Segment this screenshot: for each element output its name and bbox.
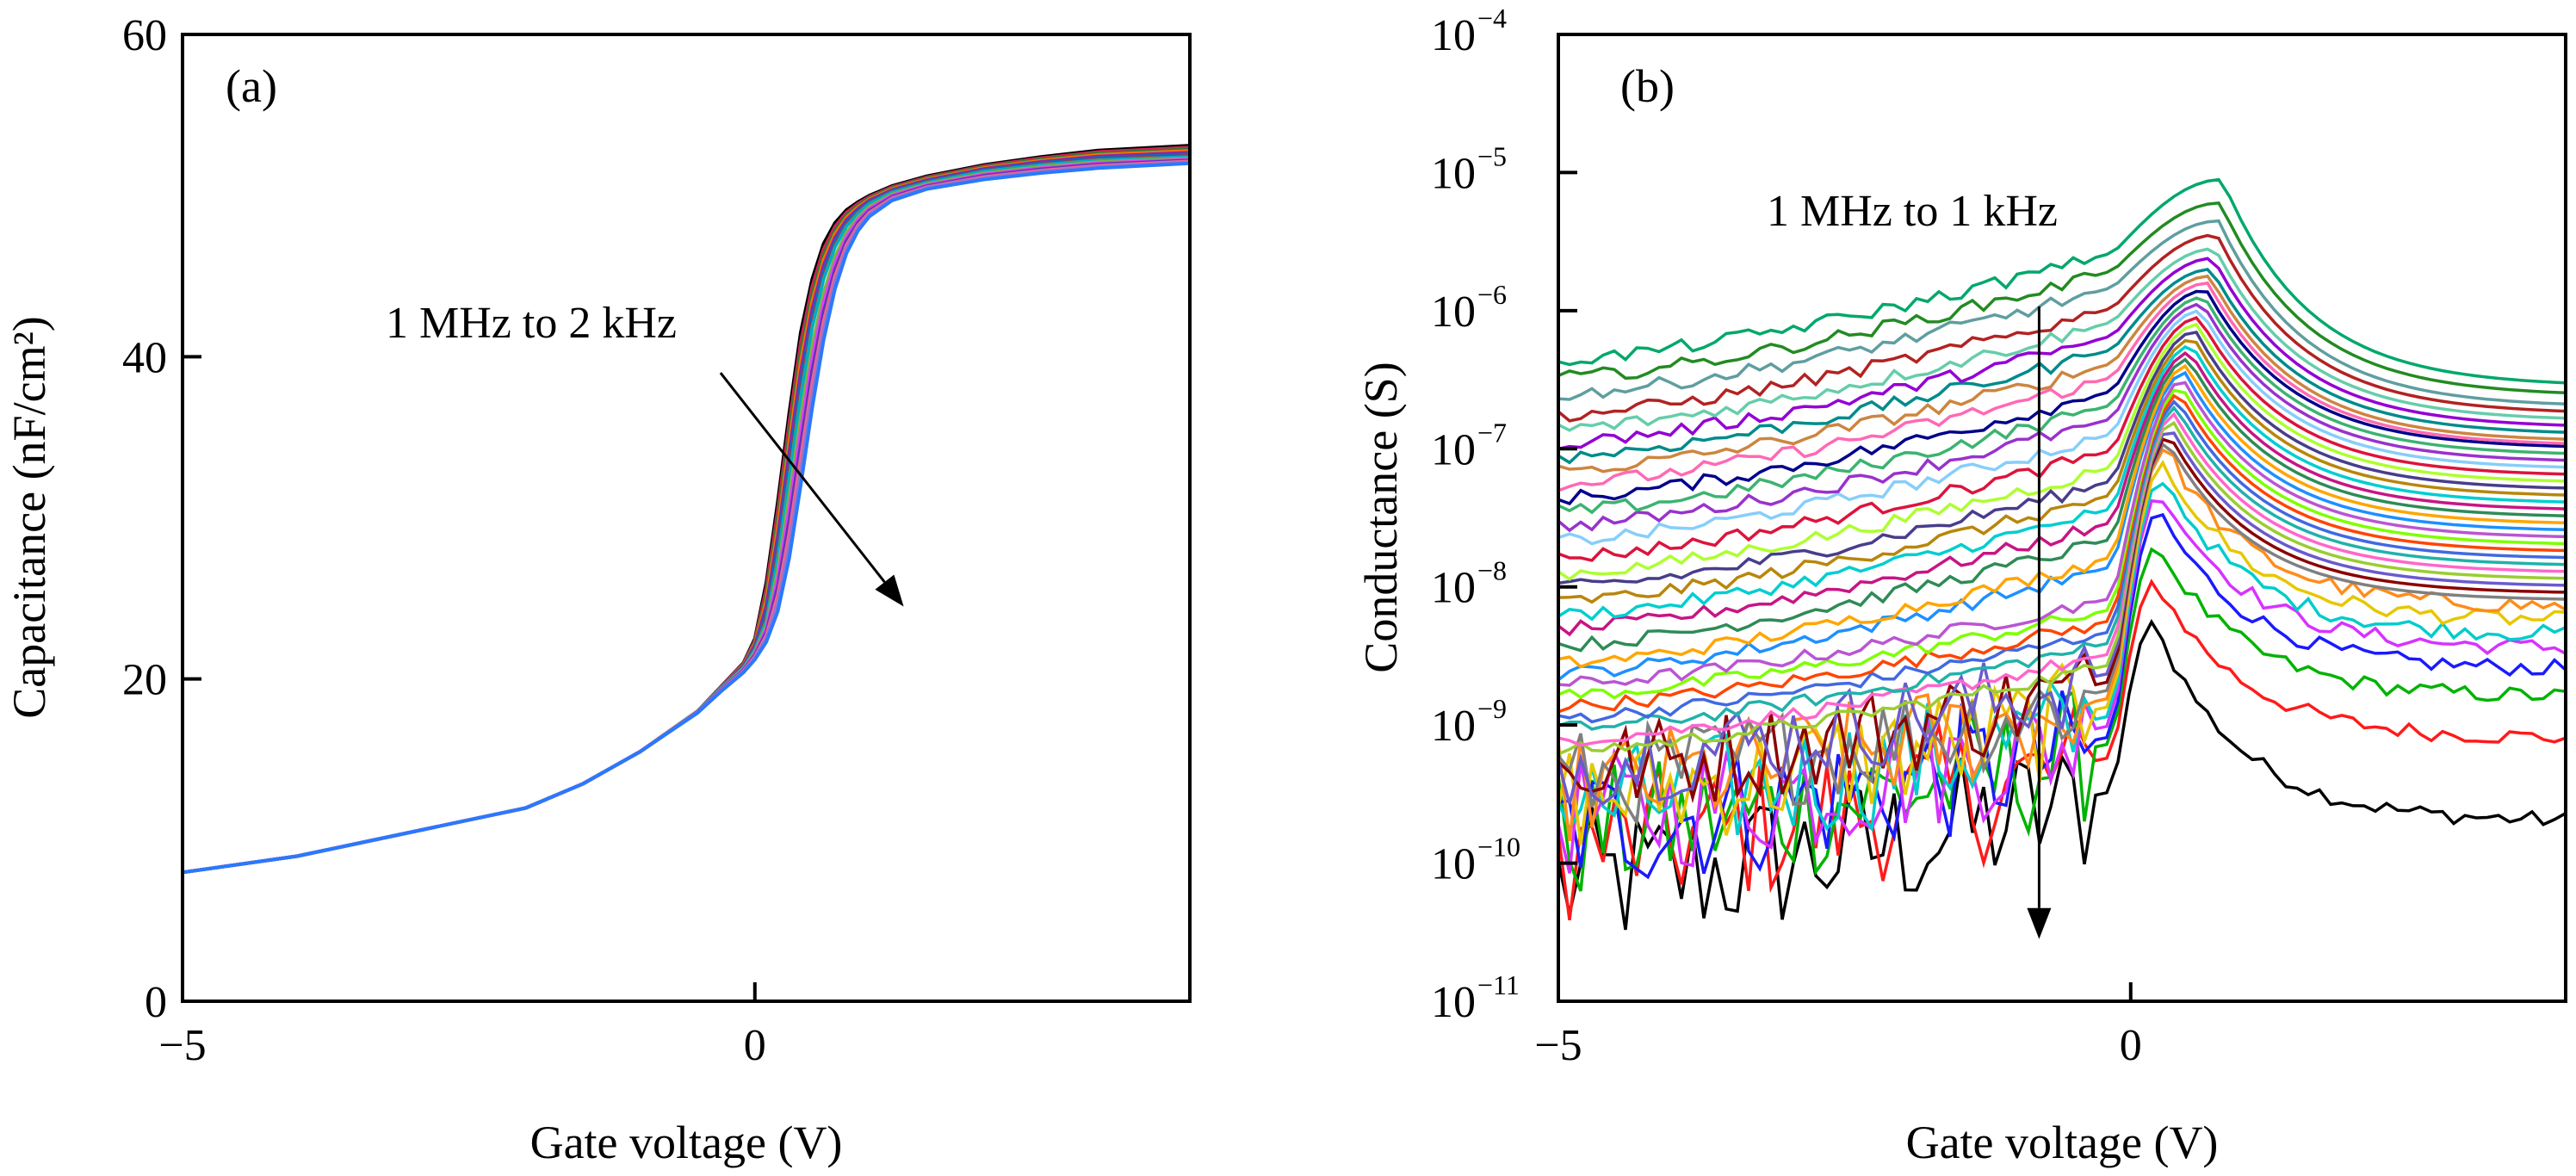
- panel-a-series-line: [182, 158, 1191, 875]
- panel-b-series-line: [1557, 302, 2567, 533]
- panel-b-series-line: [1557, 437, 2567, 804]
- panel-a-annotation-arrow: [719, 372, 886, 584]
- panel-b-series-line: [1557, 420, 2567, 756]
- panel-a-series-line: [182, 161, 1191, 875]
- panel-b-series-line: [1557, 281, 2567, 492]
- panel-a-series: [182, 144, 1191, 875]
- panel-b-series-line: [1557, 233, 2567, 423]
- panel-a-frame: [181, 33, 1192, 1003]
- panel-b-series-line: [1557, 289, 2567, 506]
- panel-a-y-tick-label: 0: [145, 978, 167, 1027]
- panel-b-x-axis-label: Gate voltage (V): [1906, 1117, 2219, 1168]
- panel-a-series-line: [182, 154, 1191, 875]
- panel-b-y-tick-label: 10: [1431, 564, 1476, 613]
- panel-b-series-line: [1557, 618, 2567, 931]
- panel-b-y-tick-label: 10: [1431, 702, 1476, 751]
- panel-a-y-tick-label: 60: [122, 11, 167, 60]
- panel-b-series-line: [1557, 330, 2567, 585]
- panel-a-x-axis-label: Gate voltage (V): [530, 1117, 843, 1168]
- panel-b-y-tick-exponent: −9: [1477, 693, 1507, 724]
- panel-a-series-line: [182, 157, 1191, 875]
- panel-a-series-line: [182, 152, 1191, 875]
- panel-b-x-tick-label: 0: [2120, 1021, 2142, 1070]
- panel-a-series-line: [182, 158, 1191, 875]
- panel-a-y-axis-label: Capacitance (nF/cm²): [3, 316, 55, 719]
- panel-b-series-line: [1557, 338, 2567, 604]
- panel-a-y-tick-label: 20: [122, 656, 167, 705]
- panel-b-annotation-arrowhead: [2027, 907, 2052, 939]
- panel-b-y-tick-label: 10: [1431, 840, 1476, 889]
- panel-b-series-line: [1557, 399, 2567, 724]
- panel-a-series-line: [182, 151, 1191, 875]
- panel-b-series-line: [1557, 498, 2567, 874]
- panel-a-annotation: 1 MHz to 2 kHz: [386, 299, 677, 348]
- panel-b-series-line: [1557, 547, 2567, 892]
- panel-b-series-line: [1557, 219, 2567, 406]
- panel-b-series-line: [1557, 363, 2567, 669]
- panel-b-y-tick-exponent: −11: [1477, 969, 1520, 1000]
- panel-b-y-tick-exponent: −4: [1477, 3, 1507, 34]
- panel-b-series-line: [1557, 344, 2567, 622]
- panel-a-series-line: [182, 145, 1191, 875]
- panel-b-series-line: [1557, 267, 2567, 465]
- panel-a-label: (a): [226, 60, 277, 112]
- panel-b-y-tick-label: 10: [1431, 149, 1476, 198]
- panel-b-y-tick-label: 10: [1431, 425, 1476, 474]
- panel-a-y-tick-label: 40: [122, 333, 167, 382]
- panel-b-series-line: [1557, 322, 2567, 581]
- panel-b-series-line: [1557, 274, 2567, 473]
- panel-a-series-line: [182, 144, 1191, 875]
- panel-b-label: (b): [1620, 60, 1675, 112]
- panel-b-series: [1557, 177, 2567, 931]
- panel-b-y-tick-exponent: −6: [1477, 279, 1507, 310]
- panel-a-series-line: [182, 149, 1191, 875]
- panel-b-series-line: [1557, 579, 2567, 921]
- panel-b-series-line: [1557, 247, 2567, 432]
- panel-b-series-line: [1557, 388, 2567, 700]
- panel-b-y-tick-label: 10: [1431, 978, 1476, 1027]
- panel-a-series-line: [182, 155, 1191, 875]
- panel-a-series-line: [182, 159, 1191, 875]
- panel-b-series-line: [1557, 431, 2567, 806]
- panel-b-series-line: [1557, 309, 2567, 546]
- panel-b-y-tick-exponent: −8: [1477, 555, 1507, 586]
- panel-b-y-axis-label: Conductance (S): [1355, 362, 1407, 672]
- panel-a-x-tick-label: 0: [744, 1021, 766, 1070]
- panel-b-frame: [1557, 33, 2567, 1003]
- panel-b-y-tick-exponent: −5: [1477, 140, 1507, 171]
- panel-b-annotation: 1 MHz to 1 kHz: [1767, 187, 2058, 236]
- panel-b-series-line: [1557, 370, 2567, 682]
- panel-b-series-line: [1557, 316, 2567, 562]
- panel-b-series-line: [1557, 512, 2567, 880]
- panel-b-series-line: [1557, 257, 2567, 451]
- panel-b-series-line: [1557, 201, 2567, 395]
- panel-b-y-tick-exponent: −7: [1477, 417, 1507, 448]
- panel-b-y-tick-label: 10: [1431, 288, 1476, 337]
- panel-b-series-line: [1557, 481, 2567, 836]
- panel-b-series-line: [1557, 412, 2567, 747]
- panel-b-series-line: [1557, 350, 2567, 637]
- panel-b-series-line: [1557, 393, 2567, 714]
- panel-a-series-line: [182, 147, 1191, 875]
- panel-a-series-line: [182, 160, 1191, 875]
- panel-b-x-tick-label: −5: [1534, 1021, 1582, 1070]
- panel-b-series-line: [1557, 381, 2567, 687]
- panel-a-x-tick-label: −5: [158, 1021, 206, 1070]
- panel-b-series-line: [1557, 460, 2567, 845]
- panel-b-y-tick-exponent: −10: [1477, 832, 1520, 863]
- panel-a-annotation-arrowhead: [875, 574, 904, 607]
- panel-b-y-tick-label: 10: [1431, 11, 1476, 60]
- panel-b-series-line: [1557, 177, 2567, 385]
- panel-b-series-line: [1557, 405, 2567, 731]
- panel-b-series-line: [1557, 296, 2567, 515]
- panel-b-series-line: [1557, 357, 2567, 653]
